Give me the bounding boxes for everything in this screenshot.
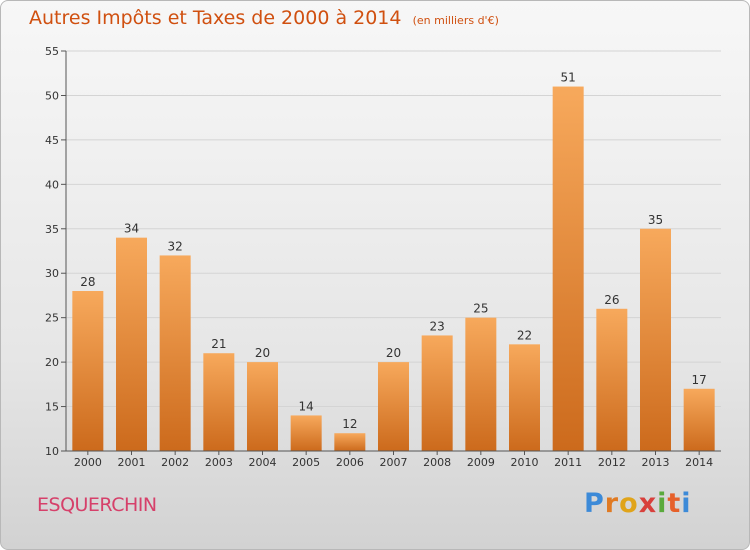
bar-2010[interactable] [509, 344, 540, 451]
x-tick-label: 2006 [336, 456, 364, 469]
y-tick-label: 10 [45, 445, 59, 458]
bar-value-label: 12 [342, 417, 357, 431]
bar-value-label: 34 [124, 222, 139, 236]
x-tick-label: 2014 [685, 456, 713, 469]
x-tick-label: 2012 [598, 456, 626, 469]
bar-value-label: 25 [473, 302, 488, 316]
bar-2014[interactable] [683, 388, 715, 451]
bar-value-label: 26 [604, 293, 619, 307]
y-tick-label: 55 [45, 45, 59, 58]
bar-2009[interactable] [465, 317, 497, 451]
bar-value-label: 35 [648, 213, 663, 227]
bar-value-label: 20 [386, 346, 401, 360]
chart-title-row: Autres Impôts et Taxes de 2000 à 2014 (e… [29, 7, 499, 29]
bar-value-label: 32 [168, 239, 183, 253]
y-tick-label: 45 [45, 134, 59, 147]
bar-value-label: 28 [80, 275, 95, 289]
x-tick-label: 2005 [292, 456, 320, 469]
bar-2007[interactable] [378, 362, 409, 451]
x-tick-label: 2001 [118, 456, 146, 469]
x-tick-label: 2008 [423, 456, 451, 469]
bar-2011[interactable] [552, 86, 584, 452]
y-tick-label: 30 [45, 267, 59, 280]
y-tick-label: 20 [45, 356, 59, 369]
bar-value-label: 51 [561, 71, 576, 85]
proxiti-logo[interactable]: Proxiti [584, 488, 692, 519]
bar-2012[interactable] [596, 308, 628, 451]
x-tick-label: 2003 [205, 456, 233, 469]
x-tick-label: 2004 [249, 456, 277, 469]
x-tick-label: 2010 [511, 456, 539, 469]
bar-value-label: 17 [692, 373, 707, 387]
y-tick-label: 35 [45, 223, 59, 236]
x-tick-label: 2000 [74, 456, 102, 469]
bar-2004[interactable] [247, 362, 278, 451]
bar-value-label: 21 [211, 337, 226, 351]
axis-layer: 10 15 20 25 30 35 40 45 50 55 2000 2001 2002 2003 2004… [45, 45, 721, 469]
y-tick-label: 15 [45, 401, 59, 414]
x-tick-label: 2011 [554, 456, 582, 469]
bar-2000[interactable] [72, 291, 104, 451]
bar-2003[interactable] [203, 353, 235, 451]
bar-2006[interactable] [334, 433, 366, 451]
chart-title: Autres Impôts et Taxes de 2000 à 2014 [29, 7, 402, 29]
bars-layer: 28 34 32 21 20 14 12 20 23 25 22 51 26 35 17 [72, 71, 715, 452]
y-tick-label: 50 [45, 89, 59, 102]
chart-subtitle: (en milliers d'€) [412, 14, 499, 27]
bar-value-label: 23 [430, 319, 445, 333]
bar-value-label: 20 [255, 346, 270, 360]
x-tick-label: 2013 [642, 456, 670, 469]
bar-2005[interactable] [290, 415, 322, 451]
bar-2001[interactable] [116, 237, 147, 451]
commune-name: ESQUERCHIN [37, 494, 157, 516]
bar-2013[interactable] [640, 228, 671, 451]
bar-value-label: 22 [517, 328, 532, 342]
bar-2002[interactable] [159, 255, 191, 451]
y-tick-label: 25 [45, 312, 59, 325]
x-tick-label: 2007 [380, 456, 408, 469]
x-tick-label: 2009 [467, 456, 495, 469]
x-tick-label: 2002 [161, 456, 189, 469]
bar-value-label: 14 [299, 399, 314, 413]
y-tick-label: 40 [45, 178, 59, 191]
bar-2008[interactable] [421, 335, 453, 451]
